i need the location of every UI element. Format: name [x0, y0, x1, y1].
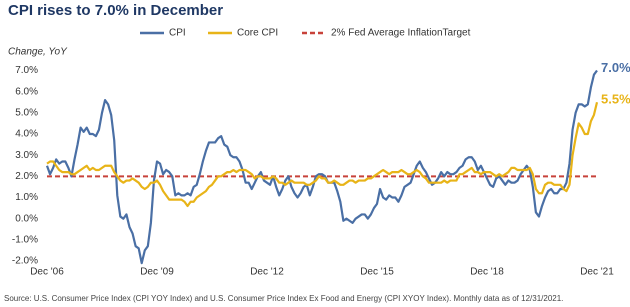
x-tick-label: Dec '09 [140, 267, 174, 278]
end-label: 5.5% [601, 92, 630, 107]
legend-label: 2% Fed Average InflationTarget [331, 28, 471, 39]
source-note: Source: U.S. Consumer Price Index (CPI Y… [4, 294, 563, 303]
y-tick-label: 7.0% [15, 65, 38, 76]
y-tick-label: -1.0% [12, 234, 38, 245]
series-line [45, 69, 598, 265]
x-tick-label: Dec '18 [470, 267, 504, 278]
y-tick-label: 6.0% [15, 86, 38, 97]
x-tick-label: Dec '06 [30, 267, 64, 278]
x-tick-label: Dec '21 [580, 267, 614, 278]
y-axis-label: Change, YoY [8, 47, 68, 58]
legend-label: Core CPI [237, 28, 278, 39]
y-tick-label: 5.0% [15, 107, 38, 118]
chart-title: CPI rises to 7.0% in December [8, 2, 223, 19]
y-tick-label: 2.0% [15, 171, 38, 182]
series-line [46, 101, 599, 208]
y-tick-label: 4.0% [15, 129, 38, 140]
legend-label: CPI [169, 28, 186, 39]
x-tick-label: Dec '12 [250, 267, 284, 278]
y-tick-label: 0.0% [15, 213, 38, 224]
x-tick-label: Dec '15 [360, 267, 394, 278]
y-tick-label: 3.0% [15, 150, 38, 161]
end-label: 7.0% [601, 60, 630, 75]
y-tick-label: -2.0% [12, 256, 38, 267]
y-tick-label: 1.0% [15, 192, 38, 203]
